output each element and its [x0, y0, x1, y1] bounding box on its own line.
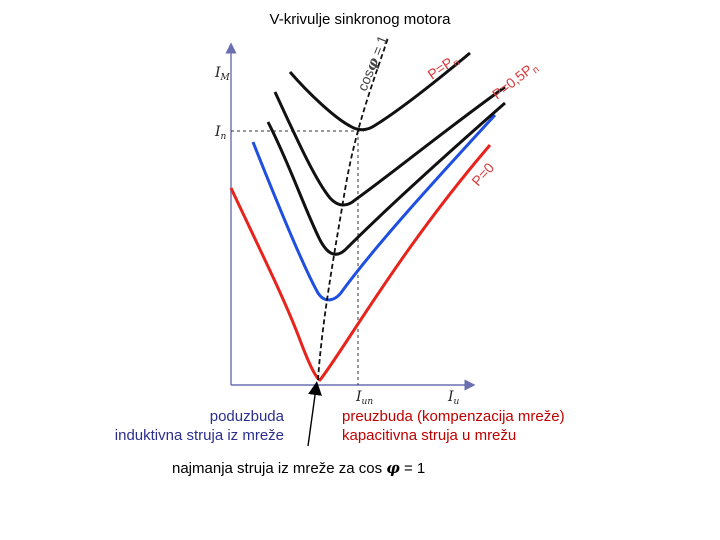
x-axis-label: Iu — [447, 389, 460, 407]
v-curve-blue — [251, 113, 497, 302]
overexcitation-caption: preuzbuda (kompenzacija mreže) kapacitiv… — [342, 407, 565, 445]
minimum-current-equals: = 1 — [399, 460, 426, 477]
underexcitation-title: poduzbuda — [209, 408, 284, 425]
minimum-current-caption: najmanja struja iz mreže za cos φ = 1 — [172, 459, 425, 478]
x-rated-label: Iun — [355, 389, 373, 407]
y-rated-label: In — [214, 124, 227, 142]
underexcitation-description: induktivna struja iz mreže — [114, 427, 284, 444]
v-curve-black-top — [288, 51, 471, 132]
diagram-title: V-krivulje sinkronog motora — [269, 11, 451, 28]
power-rated-label: P=Pn — [425, 51, 462, 85]
y-max-label: IM — [214, 65, 231, 83]
minimum-current-pointer — [307, 381, 322, 447]
power-half-label: P=0,5Pn — [489, 58, 542, 105]
v-curve-black-2 — [273, 85, 506, 207]
underexcitation-caption: poduzbuda induktivna struja iz mreže — [50, 407, 284, 445]
phi-symbol: φ — [386, 459, 400, 477]
v-curve-black-1 — [266, 101, 506, 256]
cos-phi-one-curve — [317, 37, 389, 381]
minimum-current-text: najmanja struja iz mreže za cos — [172, 460, 387, 477]
overexcitation-title: preuzbuda (kompenzacija mreže) — [342, 408, 565, 425]
cos-phi-label: cosφ = 1 — [354, 33, 392, 94]
overexcitation-description: kapacitivna struja u mrežu — [342, 427, 517, 444]
